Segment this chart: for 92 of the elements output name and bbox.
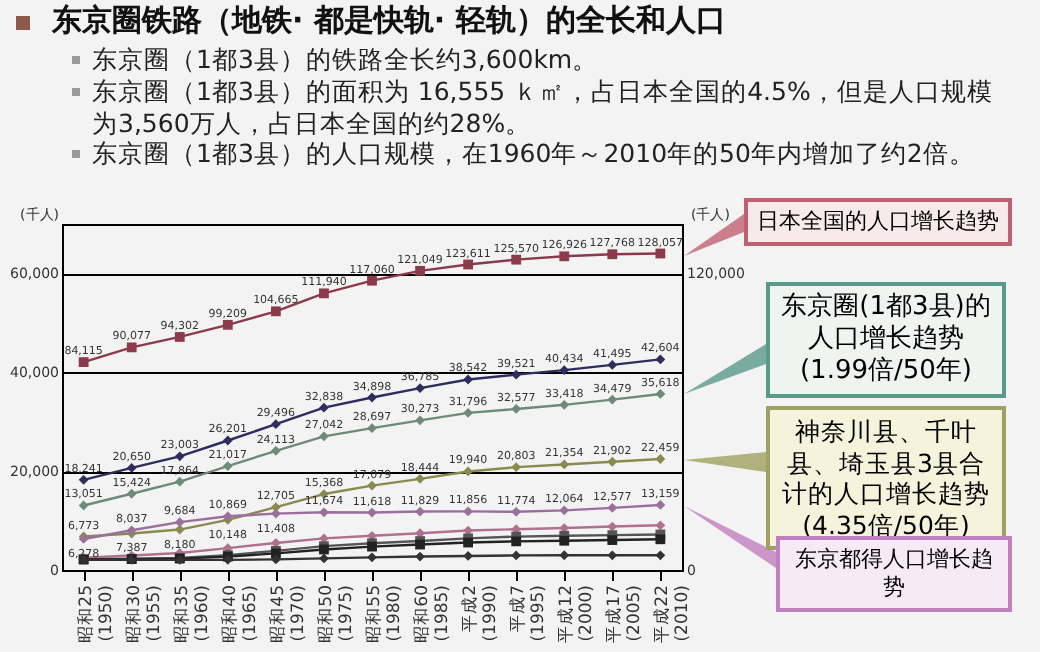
point: [463, 374, 474, 385]
point: [222, 461, 233, 472]
point: [463, 466, 474, 477]
point: [655, 500, 666, 510]
text: 东京都得人口增长趋势: [776, 536, 1012, 612]
point: [319, 402, 329, 413]
point: [174, 451, 185, 462]
point: [78, 474, 89, 485]
point: [511, 536, 522, 547]
point: [511, 369, 522, 380]
point: [511, 462, 522, 473]
point: [415, 473, 425, 484]
point: [559, 365, 570, 376]
x-tick-label: 昭和35 (1960): [170, 585, 213, 643]
point: [559, 505, 570, 516]
point: [607, 360, 618, 370]
point: [655, 520, 666, 531]
point: [222, 435, 233, 446]
text: 神奈川县、千叶县、埼玉县3县合计的人口增长趋势 (4.35倍/50年): [782, 416, 990, 539]
point: [607, 502, 618, 513]
x-tick-label: 昭和50 (1975): [314, 585, 357, 643]
point: [415, 506, 425, 517]
x-tick-label: 平成2 (1990): [459, 585, 502, 642]
point: [270, 508, 281, 519]
text: 日本全国的人口增长趋势: [744, 198, 1012, 246]
point: [511, 550, 522, 561]
point: [174, 524, 185, 535]
point: [511, 506, 522, 517]
x-tick-label: 平成22 (2010): [651, 585, 694, 643]
point: [607, 249, 618, 260]
point: [222, 319, 233, 330]
point: [415, 265, 425, 276]
point: [463, 259, 474, 270]
point: [415, 415, 425, 426]
point: [607, 521, 618, 532]
point: [655, 454, 666, 464]
point: [607, 535, 618, 545]
point: [126, 342, 137, 353]
point: [607, 394, 618, 405]
x-tick-label: 昭和40 (1965): [218, 585, 261, 643]
point: [415, 551, 425, 562]
point: [367, 275, 377, 286]
point: [367, 552, 377, 563]
point: [655, 550, 666, 561]
point: [463, 506, 474, 517]
point: [559, 535, 570, 546]
x-tick-label: 昭和60 (1985): [411, 585, 454, 643]
point: [319, 507, 329, 518]
point: [126, 488, 137, 499]
x-tick-label: 昭和30 (1955): [122, 585, 165, 643]
point: [655, 354, 666, 365]
point: [607, 456, 618, 467]
x-tick-label: 平成7 (1995): [507, 585, 550, 642]
point: [367, 423, 377, 434]
point: [367, 480, 377, 491]
point: [367, 392, 377, 403]
x-tick-label: 昭和45 (1970): [266, 585, 309, 643]
point: [655, 248, 666, 259]
point: [126, 463, 137, 473]
point: [174, 332, 185, 342]
point: [270, 306, 281, 317]
point: [559, 459, 570, 470]
point: [270, 419, 281, 430]
point: [559, 251, 570, 262]
point: [511, 404, 522, 414]
text: 东京圈（1都3县）的铁路全长约3,600km。: [92, 44, 601, 75]
point: [655, 389, 666, 399]
chart-title: 东京圈铁路（地铁· 都是快轨· 轻轨）的全长和人口: [52, 2, 726, 40]
x-tick-label: 平成17 (2005): [603, 585, 646, 643]
x-tick-label: 昭和55 (1980): [363, 585, 405, 643]
point: [559, 550, 570, 561]
point: [319, 553, 329, 564]
x-tick-label: 平成12 (2000): [555, 585, 598, 643]
point: [607, 550, 618, 561]
x-tick-label: 昭和25 (1950): [74, 585, 117, 643]
text: 东京圈(1都3县)的人口增长趋势 (1.99倍/50年): [766, 282, 1006, 398]
text: 东京圈（1都3县）的人口规模，在1960年～2010年的50年内增加了约2倍。: [92, 138, 977, 169]
point: [174, 517, 185, 528]
point: [270, 445, 281, 456]
point: [78, 357, 89, 368]
point: [174, 476, 185, 487]
point: [415, 383, 425, 394]
point: [270, 554, 281, 565]
point: [319, 288, 329, 299]
point: [511, 254, 522, 265]
point: [655, 534, 666, 545]
point: [367, 507, 377, 518]
point: [78, 500, 89, 511]
point: [559, 399, 570, 410]
point: [463, 407, 474, 418]
text: 东京圈（1都3县）的面积为 16,555 ｋ㎡，占日本全国的4.5%，但是人口规模为3,560万人，占日本全国的约28%。: [92, 76, 995, 138]
point: [319, 431, 329, 442]
